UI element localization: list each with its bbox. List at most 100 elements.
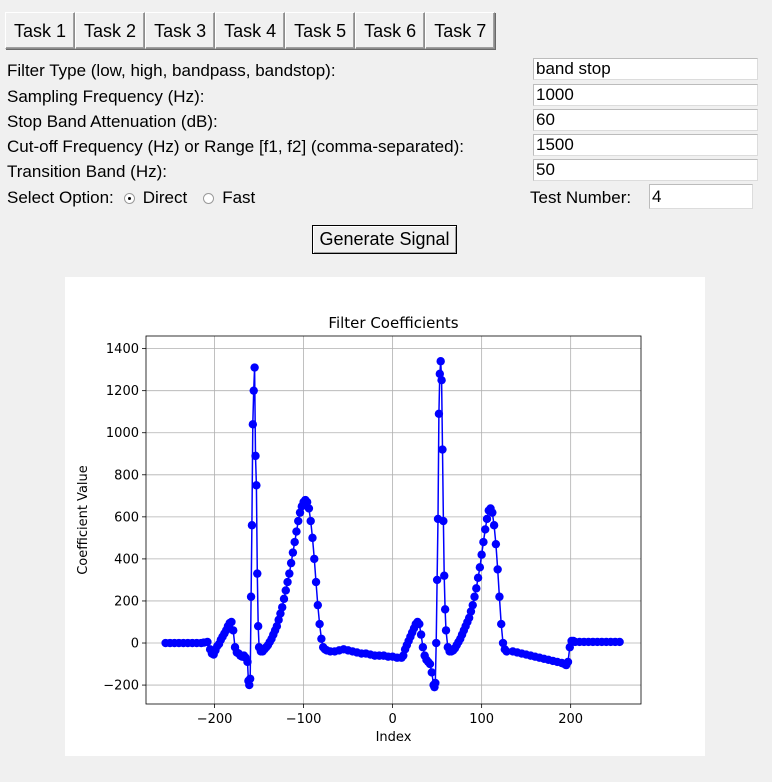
- tab-task-4[interactable]: Task 4: [215, 12, 286, 49]
- data-point: [416, 630, 426, 639]
- fast-radio-label[interactable]: Fast: [222, 188, 256, 207]
- data-point: [432, 575, 442, 585]
- tab-task-7[interactable]: Task 7: [425, 12, 496, 49]
- plot-panel: −200 −100 0 100 200 −200 0 200 400 600 800 1000 1200…: [65, 277, 705, 756]
- data-point: [436, 357, 445, 366]
- data-point: [285, 569, 294, 578]
- data-point: [477, 550, 486, 559]
- data-point: [497, 619, 506, 629]
- data-point: [464, 613, 474, 622]
- generate-signal-button[interactable]: Generate Signal: [312, 225, 457, 254]
- data-point: [295, 508, 305, 517]
- data-point: [251, 451, 260, 461]
- data-point: [427, 668, 436, 677]
- data-point: [431, 678, 440, 688]
- data-point: [418, 643, 428, 652]
- axes-frame: [145, 335, 642, 705]
- data-point: [480, 525, 490, 534]
- data-point: [435, 369, 444, 379]
- data-point: [250, 363, 259, 372]
- data-point: [306, 516, 315, 526]
- data-point: [488, 508, 497, 517]
- y-tick-label: 400: [114, 552, 139, 567]
- data-point: [439, 516, 448, 526]
- data-point: [468, 600, 477, 610]
- data-point: [563, 657, 573, 667]
- cutoff-frequency-input[interactable]: 1500: [533, 134, 758, 156]
- direct-radio-label[interactable]: Direct: [142, 188, 188, 207]
- data-point: [311, 577, 321, 587]
- transition-band-input[interactable]: 50: [533, 159, 758, 181]
- data-point: [473, 573, 483, 583]
- x-tick-label: 0: [388, 712, 396, 727]
- sampling-frequency-label: Sampling Frequency (Hz):: [7, 87, 205, 106]
- y-tick-label: 1400: [106, 342, 139, 357]
- y-tick-label: 600: [114, 510, 139, 525]
- y-tick-label: 1000: [106, 426, 139, 441]
- data-point: [308, 533, 317, 543]
- data-point: [229, 626, 238, 635]
- data-point: [272, 621, 282, 631]
- transition-band-label: Transition Band (Hz):: [7, 162, 167, 181]
- y-tick-label: 200: [114, 594, 139, 609]
- tab-task-5[interactable]: Task 5: [285, 12, 356, 49]
- data-point: [304, 504, 314, 513]
- tab-task-2[interactable]: Task 2: [75, 12, 146, 49]
- data-point: [253, 621, 263, 631]
- data-point: [246, 592, 256, 601]
- data-point: [479, 537, 488, 547]
- data-point: [274, 615, 283, 625]
- data-point: [491, 539, 501, 549]
- data-point: [292, 527, 301, 536]
- data-point: [434, 409, 444, 419]
- cutoff-frequency-label: Cut-off Frequency (Hz) or Range [f1, f2]…: [7, 137, 464, 156]
- y-tick-label: −200: [103, 679, 139, 694]
- data-point: [286, 558, 296, 568]
- data-point: [466, 607, 476, 616]
- tab-task-3[interactable]: Task 3: [145, 12, 216, 49]
- data-point: [472, 584, 481, 593]
- select-option-label: Select Option:: [7, 188, 114, 207]
- data-point: [288, 548, 298, 557]
- data-point: [248, 420, 258, 429]
- stop-band-attenuation-label: Stop Band Attenuation (dB):: [7, 112, 218, 131]
- x-tick-label: 200: [558, 712, 583, 727]
- data-point: [290, 537, 299, 547]
- data-point: [502, 647, 511, 656]
- data-point: [281, 586, 290, 595]
- data-point: [399, 651, 408, 660]
- data-point: [252, 481, 261, 490]
- data-point: [615, 637, 624, 647]
- direct-radio[interactable]: [123, 192, 135, 204]
- filter-coefficients-chart: −200 −100 0 100 200 −200 0 200 400 600 800 1000 1200…: [76, 314, 642, 745]
- data-point: [253, 569, 262, 578]
- task-tabs: Task 1 Task 2 Task 3 Task 4 Task 5 Task …: [5, 12, 496, 49]
- data-point: [432, 638, 441, 648]
- filter-type-input[interactable]: band stop: [533, 58, 758, 80]
- tab-task-1[interactable]: Task 1: [5, 12, 76, 49]
- y-tick-label: 1200: [106, 384, 139, 399]
- y-tick-label: 0: [131, 637, 139, 652]
- data-point: [245, 674, 255, 683]
- data-point: [475, 563, 485, 572]
- test-number-input[interactable]: 4: [649, 184, 753, 209]
- data-point: [283, 577, 292, 587]
- data-point: [247, 521, 257, 530]
- tab-task-6[interactable]: Task 6: [355, 12, 426, 49]
- x-tick-label: −100: [286, 712, 322, 727]
- data-point: [440, 605, 450, 614]
- data-point: [470, 592, 479, 601]
- sampling-frequency-input[interactable]: 1000: [533, 84, 758, 106]
- data-point: [227, 617, 236, 627]
- fast-radio[interactable]: [203, 192, 215, 204]
- test-number-label: Test Number:: [530, 188, 632, 207]
- data-point: [565, 643, 574, 652]
- data-point: [489, 521, 499, 530]
- data-point: [203, 637, 212, 647]
- data-point: [249, 386, 258, 395]
- data-point: [245, 680, 254, 690]
- stop-band-attenuation-input[interactable]: 60: [533, 109, 758, 131]
- chart-title: Filter Coefficients: [328, 314, 458, 332]
- data-point: [441, 626, 451, 635]
- data-point: [294, 516, 303, 526]
